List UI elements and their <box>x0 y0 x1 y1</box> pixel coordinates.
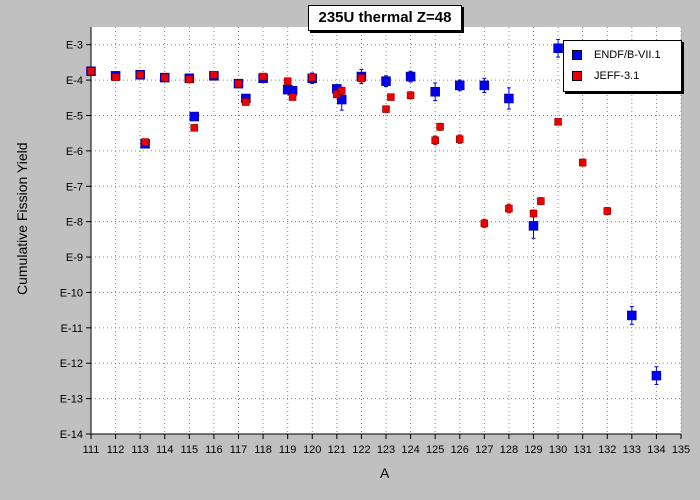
data-point <box>283 77 292 85</box>
data-point <box>627 310 637 321</box>
legend-item-endf: ENDF/B-VII.1 <box>572 47 661 63</box>
x-tick-label: 123 <box>377 444 395 456</box>
data-point <box>431 136 439 145</box>
data-point <box>554 118 562 126</box>
y-tick-label: E-7 <box>66 181 83 193</box>
data-point <box>382 105 390 113</box>
x-tick-label: 128 <box>500 444 518 456</box>
data-point <box>111 73 120 82</box>
x-tick-label: 113 <box>131 444 149 456</box>
data-point <box>456 135 464 143</box>
data-point <box>87 67 95 75</box>
x-tick-label: 111 <box>83 444 100 456</box>
data-point <box>430 87 440 97</box>
data-point <box>578 158 587 167</box>
data-point <box>337 94 347 105</box>
data-point <box>136 71 144 79</box>
data-point <box>234 79 243 88</box>
y-tick-label: E-11 <box>61 323 83 335</box>
data-point <box>210 71 218 79</box>
legend-item-jeff: JEFF-3.1 <box>572 68 639 84</box>
data-point <box>480 219 489 228</box>
data-point <box>553 43 563 53</box>
x-tick-label: 129 <box>524 444 542 456</box>
y-tick-label: E-4 <box>66 75 83 87</box>
y-tick-label: E-13 <box>60 394 83 406</box>
x-tick-label: 135 <box>672 444 690 456</box>
data-point <box>505 204 513 213</box>
data-point <box>603 207 611 215</box>
data-point <box>479 80 490 91</box>
data-point <box>288 93 297 101</box>
data-point <box>405 71 416 82</box>
y-tick-label: E-3 <box>66 40 83 52</box>
data-point <box>141 138 149 146</box>
x-tick-label: 112 <box>107 444 125 456</box>
data-point <box>436 123 444 131</box>
x-tick-label: 134 <box>647 444 665 456</box>
x-tick-label: 120 <box>303 444 321 456</box>
y-tick-label: E-12 <box>60 358 83 370</box>
legend-label-endf: ENDF/B-VII.1 <box>594 49 661 61</box>
data-point <box>308 73 316 82</box>
data-point <box>189 111 199 122</box>
data-point <box>357 74 366 83</box>
legend-swatch-jeff <box>572 71 582 82</box>
legend-swatch-endf <box>572 50 582 61</box>
legend: ENDF/B-VII.1 JEFF-3.1 <box>563 40 682 92</box>
chart-title: 235U thermal Z=48 <box>308 5 462 31</box>
x-tick-label: 133 <box>623 444 641 456</box>
data-point <box>455 80 465 91</box>
data-point <box>537 197 545 205</box>
data-point <box>504 93 514 104</box>
legend-label-jeff: JEFF-3.1 <box>594 70 640 82</box>
x-tick-label: 119 <box>279 444 297 456</box>
data-point <box>381 76 391 86</box>
data-point <box>161 73 169 82</box>
x-tick-label: 132 <box>598 444 616 456</box>
x-tick-label: 117 <box>230 444 248 456</box>
x-tick-label: 116 <box>205 444 223 456</box>
data-point <box>242 98 250 106</box>
data-point <box>387 93 395 101</box>
y-tick-label: E-5 <box>66 110 83 122</box>
data-point <box>190 124 198 132</box>
x-tick-label: 118 <box>254 444 272 456</box>
y-tick-label: E-8 <box>66 217 83 229</box>
data-point <box>185 75 194 84</box>
data-point <box>528 221 539 231</box>
data-point <box>338 86 346 95</box>
data-point <box>529 209 538 218</box>
x-tick-label: 115 <box>181 444 199 456</box>
x-tick-label: 127 <box>475 444 493 456</box>
x-tick-label: 125 <box>426 444 444 456</box>
x-axis-label: A <box>380 465 390 481</box>
y-tick-label: E-10 <box>60 287 83 299</box>
plot-area <box>91 27 681 434</box>
data-point <box>406 91 415 100</box>
x-tick-label: 126 <box>451 444 469 456</box>
data-point <box>651 370 662 381</box>
data-point <box>259 72 267 81</box>
y-axis-label: Cumulative Fission Yield <box>14 142 30 295</box>
x-tick-label: 130 <box>549 444 567 456</box>
y-tick-label: E-14 <box>60 429 83 441</box>
y-tick-label: E-6 <box>66 146 83 158</box>
x-tick-label: 131 <box>573 444 591 456</box>
x-tick-label: 122 <box>352 444 370 456</box>
x-tick-label: 124 <box>401 444 419 456</box>
y-tick-label: E-9 <box>66 252 83 264</box>
x-tick-label: 114 <box>156 444 174 456</box>
x-tick-label: 121 <box>328 444 346 456</box>
